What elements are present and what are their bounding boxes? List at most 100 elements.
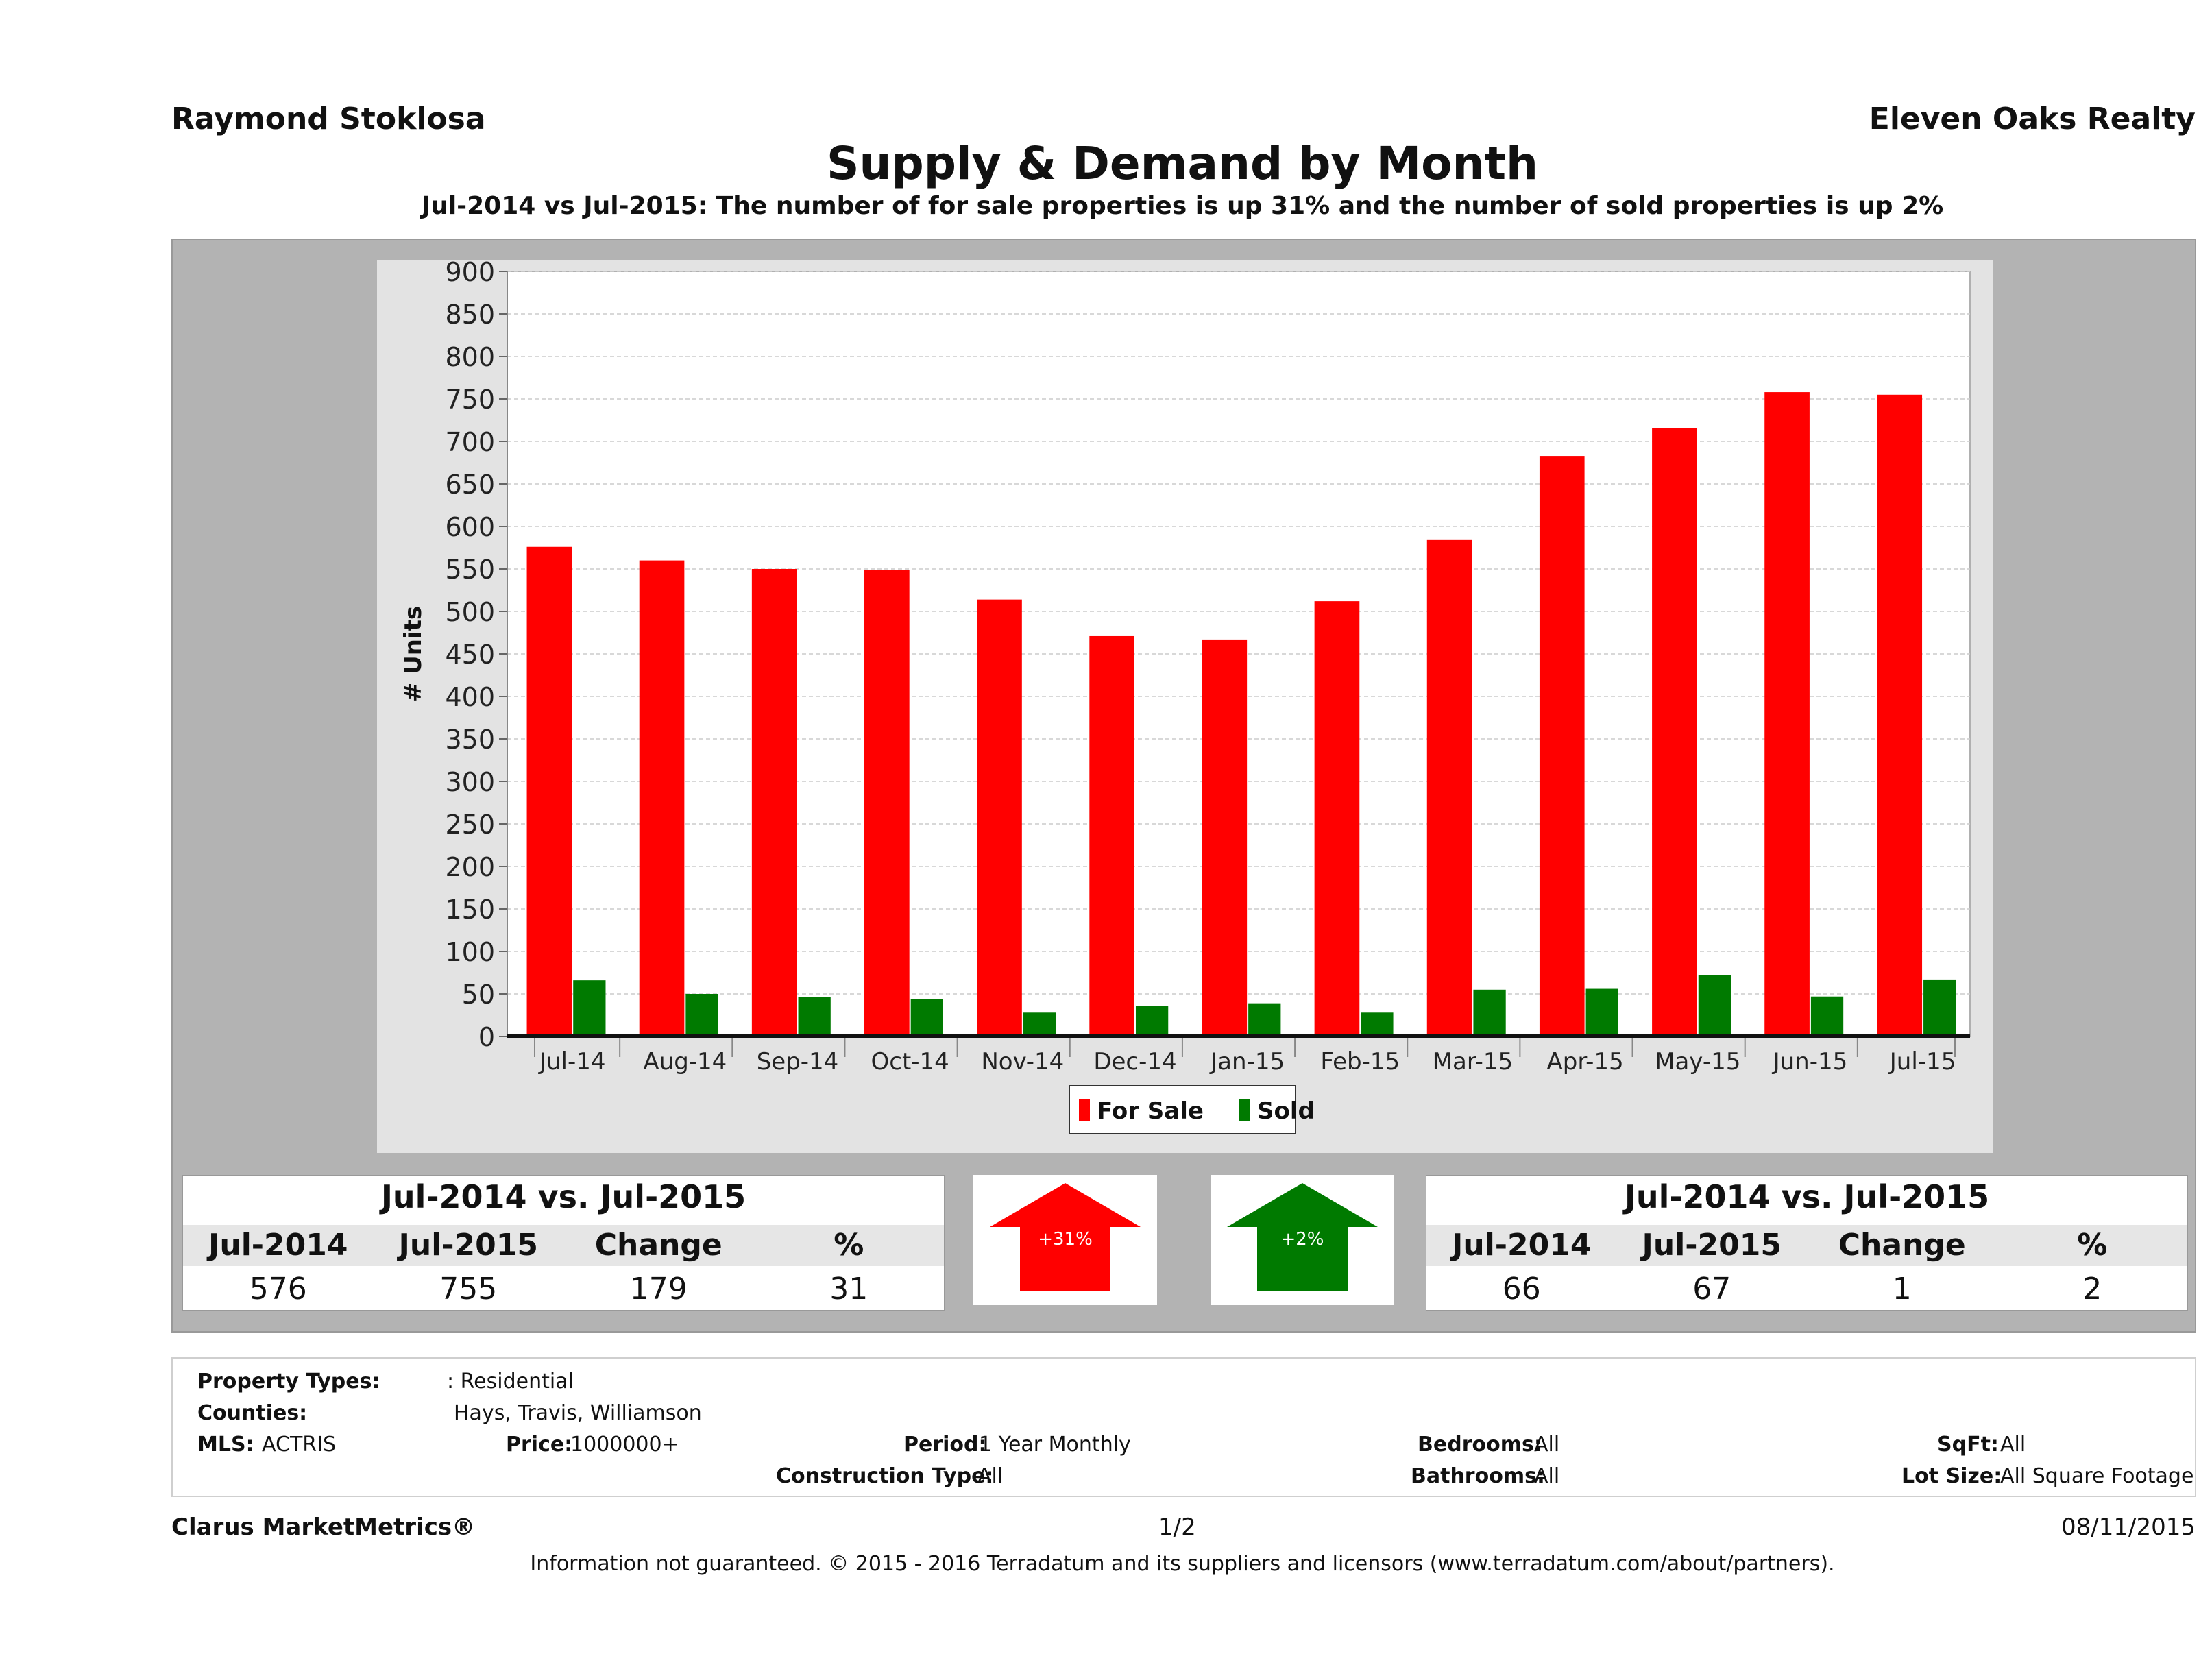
y-tick-label: 0 [478,1022,495,1052]
y-tick-label: 250 [445,810,495,840]
x-tick-label: Nov-14 [981,1048,1064,1075]
bar-chart: 0 50 100 150 200 250 300 350 400 450 500 550 600 650 7… [400,260,1971,1134]
bar-sold [1473,989,1506,1036]
counties-value: Hays, Travis, Williamson [454,1401,702,1425]
bedrooms-value: All [1534,1433,1560,1457]
footer-brand: Clarus MarketMetrics® [171,1513,476,1541]
bar-for-sale [526,546,572,1036]
period-label: Period: [903,1433,987,1457]
bar-for-sale [1877,394,1923,1036]
y-tick-label: 150 [445,895,495,925]
x-tick-label: Sep-14 [757,1048,839,1075]
table-header: Jul-2015 [398,1228,539,1263]
x-tick-label: Jul-14 [538,1048,606,1075]
y-axis-label: # Units [400,606,427,702]
y-tick-label: 500 [445,597,495,627]
table-cell: 2 [2082,1272,2102,1306]
bedrooms-label: Bedrooms: [1418,1433,1542,1457]
y-tick-label: 350 [445,725,495,755]
table-cell: 576 [249,1272,307,1306]
table-header: Change [594,1228,722,1263]
sqft-label: SqFt: [1937,1433,1999,1457]
bar-sold [685,994,718,1036]
y-tick-label: 450 [445,640,495,670]
bar-for-sale [1426,539,1472,1036]
table-header-row: Jul-2014 Jul-2015 Change % [183,1225,944,1266]
table-cell: 755 [439,1272,498,1306]
agent-name: Raymond Stoklosa [171,101,486,136]
bar-for-sale [1764,392,1810,1036]
report-date: 08/11/2015 [2061,1513,2196,1541]
y-tick-label: 700 [445,427,495,457]
y-tick-label: 300 [445,767,495,797]
chart-subtitle: Jul-2014 vs Jul-2015: The number of for … [421,192,1944,220]
sold-comparison-table: Jul-2014 vs. Jul-2015 Jul-2014 Jul-2015 … [1426,1175,2188,1311]
table-header-row: Jul-2014 Jul-2015 Change % [1426,1225,2187,1266]
bar-sold [1023,1012,1056,1036]
bar-for-sale [1652,428,1697,1036]
arrow-label: +31% [1038,1229,1093,1250]
bar-sold [1135,1006,1169,1036]
bar-sold [1361,1012,1394,1036]
legend-label: For Sale [1097,1097,1204,1125]
x-tick-label: May-15 [1655,1048,1740,1075]
for-sale-up-arrow-icon: +31% [973,1175,1157,1305]
mls-value: ACTRIS [262,1433,337,1457]
y-tick-label: 50 [462,980,495,1010]
x-tick-label: Jun-15 [1772,1048,1848,1075]
bar-sold [798,997,831,1036]
table-cell: 31 [829,1272,868,1306]
arrow-shape [990,1183,1141,1291]
x-tick-label: Jul-15 [1888,1048,1956,1075]
bar-for-sale [864,570,910,1036]
y-tick-label: 100 [445,937,495,967]
table-cell: 1 [1892,1272,1912,1306]
y-tick-label: 400 [445,682,495,712]
disclaimer: Information not guaranteed. © 2015 - 201… [530,1552,1835,1576]
y-tick-label: 600 [445,512,495,542]
y-tick-label: 900 [445,260,495,287]
x-tick-label: Apr-15 [1547,1048,1624,1075]
filter-info-box: Property Types: : Residential Counties: … [171,1357,2196,1497]
bar-sold [1585,988,1618,1036]
bar-for-sale [1314,601,1360,1036]
mls-label: MLS: [197,1433,254,1457]
y-tick-label: 850 [445,300,495,330]
property-types-value: : Residential [447,1370,574,1394]
table-row: 576 755 179 31 [183,1267,944,1309]
arrow-label: +2% [1280,1229,1324,1250]
bar-sold [573,980,606,1036]
table-cell: 66 [1502,1272,1541,1306]
table-header: Jul-2014 [1452,1228,1592,1263]
bar-for-sale [1202,639,1248,1036]
table-header: Jul-2014 [208,1228,348,1263]
table-cell: 179 [629,1272,688,1306]
y-tick-label: 650 [445,470,495,500]
legend-swatch [1079,1099,1090,1121]
company-name: Eleven Oaks Realty [1869,101,2196,136]
bar-for-sale [751,569,797,1036]
bar-sold [1810,996,1844,1036]
x-tick-label: Mar-15 [1433,1048,1514,1075]
price-label: Price: [506,1433,573,1457]
bar-sold [910,999,943,1036]
y-tick-label: 200 [445,852,495,882]
legend-label: Sold [1257,1097,1315,1125]
bar-for-sale [639,560,685,1036]
bar-sold [1248,1003,1281,1036]
for-sale-comparison-table: Jul-2014 vs. Jul-2015 Jul-2014 Jul-2015 … [182,1175,945,1311]
chart-title: Supply & Demand by Month [826,137,1539,190]
legend-box [1069,1085,1296,1134]
lot-size-value: All Square Footage [2000,1464,2194,1488]
table-cell: 67 [1692,1272,1731,1306]
table-title: Jul-2014 vs. Jul-2015 [380,1178,746,1215]
y-tick-label: 750 [445,385,495,415]
x-tick-label: Dec-14 [1093,1048,1176,1075]
chart-area: 0 50 100 150 200 250 300 350 400 450 500 550 600 650 7… [377,260,1993,1153]
y-tick-label: 800 [445,342,495,372]
sqft-value: All [2000,1433,2026,1457]
table-header: Change [1838,1228,1966,1263]
period-value: 1 Year Monthly [979,1433,1131,1457]
x-tick-label: Feb-15 [1320,1048,1400,1075]
counties-label: Counties: [197,1401,308,1425]
